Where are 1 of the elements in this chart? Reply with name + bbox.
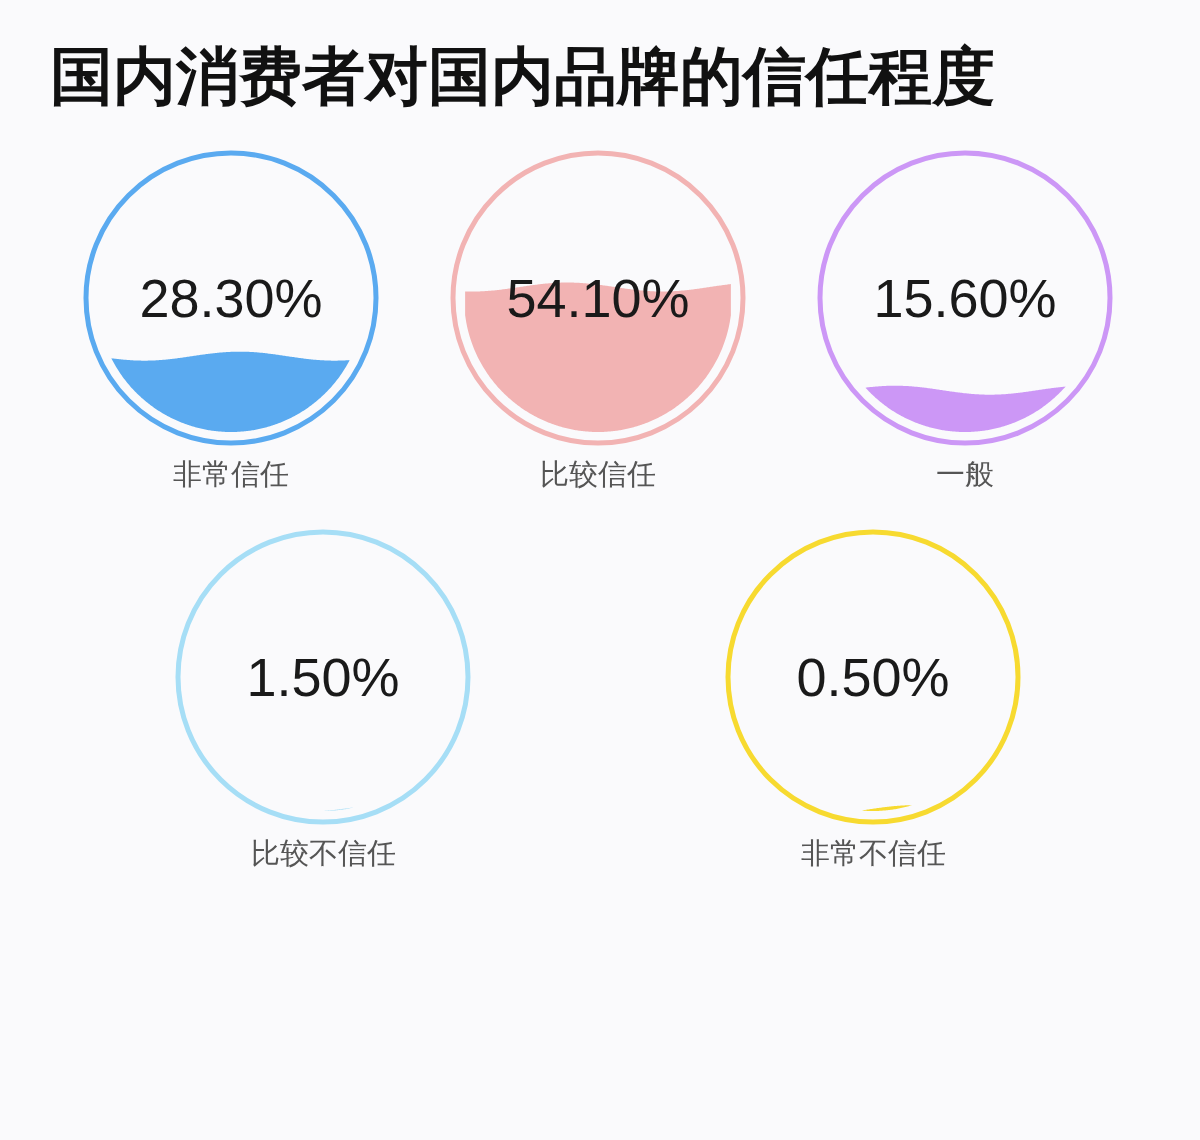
title: 国内消费者对国内品牌的信任程度 — [50, 41, 995, 111]
